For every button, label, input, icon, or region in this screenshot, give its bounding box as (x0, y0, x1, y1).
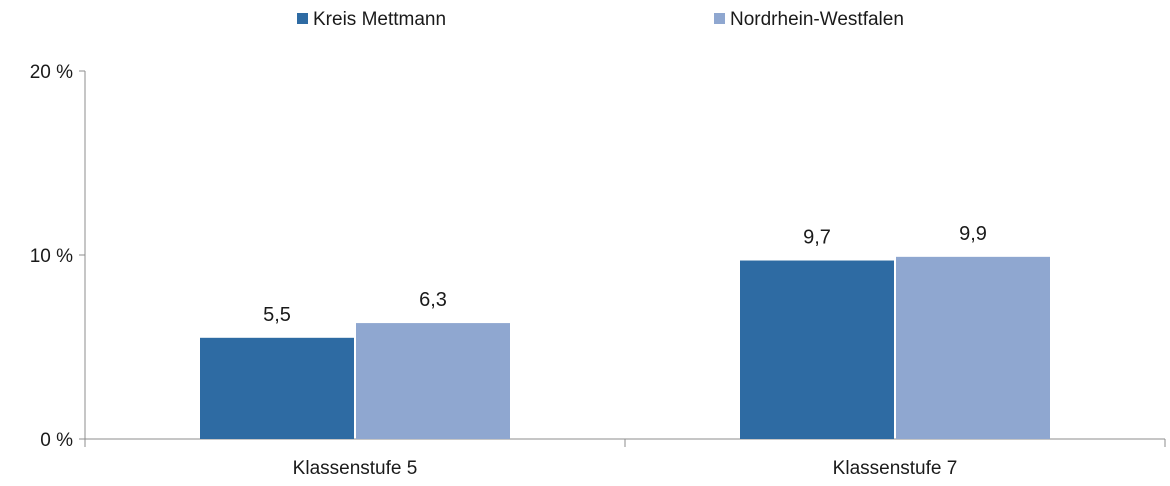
chart-legend: Kreis Mettmann Nordrhein-Westfalen (297, 9, 904, 30)
bars-group (200, 256, 1050, 439)
data-label: 9,9 (959, 223, 987, 245)
bar (356, 323, 510, 439)
y-axis: 0 % 10 % 20 % (30, 62, 86, 451)
data-label: 9,7 (803, 227, 831, 249)
bar (740, 260, 894, 439)
y-tick-label: 10 % (30, 246, 73, 267)
data-labels-group: 5,5 6,3 9,7 9,9 (263, 223, 987, 326)
y-tick-label: 20 % (30, 62, 73, 83)
data-label: 5,5 (263, 304, 291, 326)
y-tick-label: 0 % (40, 430, 73, 451)
legend-label: Kreis Mettmann (313, 9, 446, 30)
legend-swatch (297, 13, 308, 24)
x-axis: Klassenstufe 5 Klassenstufe 7 (84, 438, 1166, 479)
x-category-label: Klassenstufe 7 (833, 458, 958, 479)
x-category-label: Klassenstufe 5 (293, 458, 418, 479)
data-label: 6,3 (419, 289, 447, 311)
legend-label: Nordrhein-Westfalen (730, 9, 904, 30)
bar (200, 337, 354, 439)
bar (896, 256, 1050, 439)
legend-swatch (714, 13, 725, 24)
